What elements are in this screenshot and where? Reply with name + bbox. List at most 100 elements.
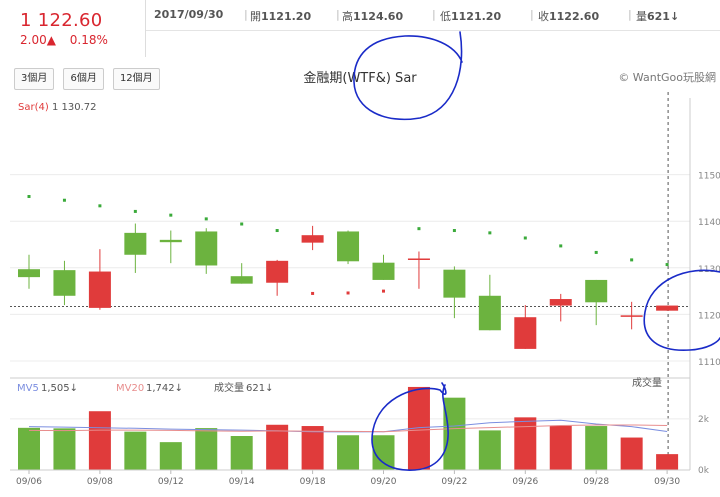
candle [478, 274, 501, 331]
date-tick-label: 09/26 [512, 477, 538, 487]
price-tick-label: 1110 [698, 358, 720, 368]
volume-bar [53, 428, 76, 470]
candle-body [549, 299, 572, 306]
info-close: 收1122.60 [538, 10, 600, 23]
candle-body [195, 231, 218, 266]
sar-dot [98, 204, 102, 208]
info-open: 開1121.20 [250, 10, 312, 23]
date-tick-label: 09/12 [158, 477, 184, 487]
candle [585, 279, 608, 326]
volume-tick-label: 2k [698, 415, 710, 425]
volume-legend: MV5 1,505↓ MV20 1,742↓ 成交量 621↓ 成交量 [17, 376, 662, 394]
sar-dot [594, 250, 598, 254]
volume-bar [478, 430, 501, 470]
ma5-label: MV5 [17, 383, 39, 394]
volume-ma-lines [28, 419, 668, 433]
tab-3-months[interactable]: 3個月 [14, 68, 55, 90]
date-axis-ticks: 09/06 09/08 09/12 09/14 09/18 09/20 09/22 09/26… [10, 469, 690, 487]
candle [230, 263, 253, 284]
candle [124, 223, 147, 273]
date-tick-label: 09/22 [441, 477, 467, 487]
candles [18, 223, 679, 349]
candle [407, 251, 430, 289]
volume-bar [124, 431, 147, 470]
candle [53, 260, 76, 306]
sar-dot [204, 217, 208, 221]
sar-dot [346, 291, 350, 295]
sar-dot [488, 231, 492, 235]
candle [656, 305, 679, 311]
candle-body [159, 239, 182, 243]
volume-bar [549, 425, 572, 470]
volume-bar [372, 435, 395, 470]
info-low: 低1121.20 [440, 10, 502, 23]
volume-bar [656, 454, 679, 470]
candle-body [407, 258, 430, 260]
candle-body [478, 295, 501, 331]
date-tick-label: 09/14 [229, 477, 255, 487]
candle [620, 301, 643, 330]
annotation-circle-last-candle [643, 269, 720, 351]
candle [88, 249, 111, 310]
sar-dot [665, 263, 669, 267]
quote-panel: 1 122.60 2.00▲ 0.18% [0, 0, 146, 57]
candle-body [620, 315, 643, 317]
price-tick-label: 1150 [698, 172, 720, 182]
volume-bar [230, 436, 253, 470]
volume-bar [195, 428, 218, 470]
date-tick-label: 09/06 [16, 477, 42, 487]
ma5-value: 1,505↓ [41, 383, 78, 394]
sar-dot [630, 258, 634, 262]
volume-bar [337, 435, 360, 470]
date-tick-label: 09/20 [371, 477, 397, 487]
hand-drawn-annotations [353, 31, 720, 471]
volume-bar [407, 386, 430, 470]
volume-bar [266, 424, 289, 470]
candle-body [18, 269, 40, 278]
volume-bar [18, 427, 40, 470]
sar-dot [382, 289, 385, 293]
volume-corner-label: 成交量 [632, 376, 662, 389]
volume-bar [443, 397, 466, 470]
candle-body [656, 305, 679, 311]
candle [266, 259, 289, 296]
volume-bar [159, 442, 182, 470]
sar-legend-value: 1 130.72 [52, 102, 97, 113]
change-percent: 0.18% [69, 33, 108, 47]
ma20-line [28, 424, 668, 433]
chart-title: 金融期(WTF&) Sar [303, 71, 417, 86]
sar-dots [27, 195, 669, 295]
candle [18, 254, 40, 289]
sar-dot [417, 227, 421, 231]
date-tick-label: 09/18 [300, 477, 326, 487]
candle-body [88, 271, 111, 308]
candle [549, 293, 572, 322]
candle-body [514, 317, 537, 349]
sar-dot [133, 209, 137, 213]
candle-body [53, 270, 76, 296]
candle-body [585, 279, 608, 303]
sar-dot [275, 229, 279, 233]
price-tick-label: 1140 [698, 218, 720, 228]
tab-6-months[interactable]: 6個月 [63, 68, 104, 90]
date-tick-label: 09/28 [583, 477, 609, 487]
info-date: 2017/09/30 [154, 8, 224, 21]
volume-bar [301, 426, 324, 470]
volume-label: 成交量 [214, 381, 244, 394]
candle [443, 266, 466, 319]
ma20-label: MV20 [116, 383, 144, 394]
sar-dot [169, 213, 173, 217]
candle-body [266, 260, 289, 283]
candle [301, 225, 324, 251]
sar-dot [240, 222, 244, 226]
price-tick-label: 1120 [698, 311, 720, 321]
candle [195, 228, 218, 274]
candle-body [124, 232, 147, 255]
date-tick-label: 09/08 [87, 477, 113, 487]
tab-12-months[interactable]: 12個月 [112, 68, 160, 90]
price-change: 2.00▲ 0.18% [20, 33, 118, 47]
price-grid [10, 92, 691, 470]
candle [337, 230, 360, 265]
